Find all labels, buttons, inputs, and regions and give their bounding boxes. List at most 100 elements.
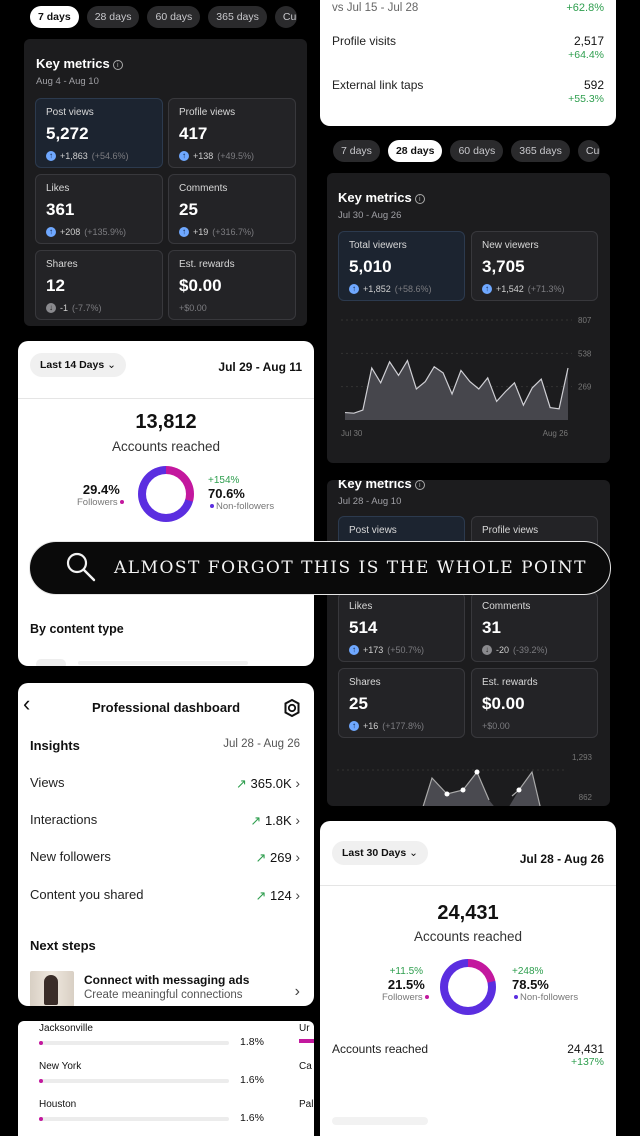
metric-label: Post views: [349, 525, 397, 536]
city-name: Jacksonville: [39, 1023, 93, 1034]
external-link-taps-value[interactable]: 592 +55.3%: [568, 78, 604, 105]
by-content-type-heading: By content type: [30, 622, 124, 636]
partial-chart: [337, 769, 567, 806]
profile-visits-label: Profile visits: [332, 34, 397, 48]
metric-label: Profile views: [179, 107, 236, 118]
search-icon: [66, 552, 96, 582]
viewers-area-chart: 807 538 269 Jul 30 Aug 26: [341, 316, 592, 438]
metric-label: Shares: [349, 677, 381, 688]
metric-delta: ↑ +1,542 (+71.3%): [482, 284, 587, 294]
tab-custom[interactable]: Cu: [274, 6, 297, 28]
info-icon[interactable]: i: [414, 480, 425, 490]
tab-365-days[interactable]: 365 days: [208, 6, 267, 28]
metric-card-shares[interactable]: Shares 25 ↑ +16 (+177.8%): [338, 668, 465, 738]
key-metrics-title: Key metrics: [36, 56, 110, 71]
metric-card-comments[interactable]: Comments 31 ↓ -20 (-39.2%): [471, 592, 598, 662]
key-metrics-title: Key metrics: [338, 190, 412, 205]
metric-label: Likes: [349, 601, 373, 612]
messaging-ads-cta[interactable]: Connect with messaging ads Create meanin…: [84, 973, 250, 1001]
metric-value: 25: [179, 200, 198, 219]
info-icon[interactable]: i: [414, 194, 425, 204]
dashboard-title: Professional dashboard: [91, 700, 241, 715]
metric-delta: ↑ +173 (+50.7%): [349, 645, 454, 655]
range-date: Jul 28 - Aug 26: [519, 852, 604, 866]
info-icon[interactable]: i: [112, 60, 123, 70]
key-metrics-panel-7d: Key metrics i Aug 4 - Aug 10 Post views 5…: [24, 39, 307, 326]
insight-row-interactions[interactable]: Interactions ↗ 1.8K ›: [30, 812, 300, 828]
metric-card-shares[interactable]: Shares 12 ↓ -1 (-7.7%): [35, 250, 163, 320]
metric-delta: ↑ +208 (+135.9%): [46, 227, 152, 237]
y-tick: 538: [578, 349, 592, 358]
compare-delta: +62.8%: [566, 2, 604, 14]
metric-delta: +$0.00: [179, 303, 207, 313]
trend-up-icon: ↗: [255, 888, 267, 903]
chevron-down-icon: ⌄: [107, 359, 116, 371]
gear-icon[interactable]: [282, 698, 302, 718]
metric-card-new-viewers[interactable]: New viewers 3,705 ↑ +1,542 (+71.3%): [471, 231, 598, 301]
up-arrow-icon: ↑: [349, 721, 359, 731]
metric-card-post-views[interactable]: Post views 5,272 ↑ +1,863 (+54.6%): [35, 98, 163, 168]
metric-card-likes[interactable]: Likes 361 ↑ +208 (+135.9%): [35, 174, 163, 244]
tab-365-days[interactable]: 365 days: [511, 140, 570, 162]
chevron-right-icon[interactable]: ›: [294, 983, 300, 1000]
accounts-reached-label: Accounts reached: [111, 439, 221, 454]
metric-value: $0.00: [482, 694, 525, 713]
profile-visits-value[interactable]: 2,517 +64.4%: [568, 34, 604, 61]
metric-label: Post views: [46, 107, 94, 118]
tab-28-days[interactable]: 28 days: [86, 6, 140, 28]
chevron-right-icon: ›: [295, 775, 300, 791]
accounts-reached-count: 24,431: [437, 902, 499, 924]
range-dropdown[interactable]: Last 30 Days ⌄: [332, 841, 428, 865]
trend-up-icon: ↗: [235, 776, 247, 791]
x-tick: Aug 26: [543, 429, 569, 438]
metric-card-likes[interactable]: Likes 514 ↑ +173 (+50.7%): [338, 592, 465, 662]
tab-60-days[interactable]: 60 days: [147, 6, 201, 28]
metric-value: 514: [349, 618, 378, 637]
cta-thumbnail: [30, 971, 74, 1006]
tab-7-days[interactable]: 7 days: [333, 140, 380, 162]
metric-label: Likes: [46, 183, 70, 194]
chevron-right-icon: ›: [295, 887, 300, 903]
metric-label: Profile views: [482, 525, 539, 536]
y-tick: 269: [578, 383, 592, 392]
tab-28-days[interactable]: 28 days: [387, 140, 443, 162]
tab-7-days[interactable]: 7 days: [30, 6, 79, 28]
insights-heading: Insights: [30, 738, 80, 753]
range-dropdown[interactable]: Last 14 Days ⌄: [30, 353, 126, 377]
x-tick: Jul 30: [341, 429, 363, 438]
down-arrow-icon: ↓: [46, 303, 56, 313]
metric-value: 5,272: [46, 124, 89, 143]
tab-60-days[interactable]: 60 days: [450, 140, 504, 162]
followers-stat: 29.4% Followers: [77, 482, 126, 508]
chevron-down-icon: ⌄: [409, 847, 418, 859]
metric-card-profile-views[interactable]: Profile views 417 ↑ +138 (+49.5%): [168, 98, 296, 168]
back-icon[interactable]: ‹: [23, 691, 31, 716]
trend-up-icon: ↗: [255, 850, 267, 865]
metric-card-est-rewards[interactable]: Est. rewards $0.00 +$0.00: [168, 250, 296, 320]
accounts-reached-label: Accounts reached: [413, 929, 523, 944]
city-percent: 1.6%: [240, 1112, 264, 1124]
metric-delta: ↑ +138 (+49.5%): [179, 151, 285, 161]
metric-label: Total viewers: [349, 240, 407, 251]
top-cities-panel: Jacksonville 1.8% New York 1.6% Houston …: [18, 1021, 314, 1136]
period-tabs: 7 days 28 days 60 days 365 days Cu: [30, 6, 297, 28]
down-arrow-icon: ↓: [482, 645, 492, 655]
caption-text: ALMOST FORGOT THIS IS THE WHOLE POINT: [114, 558, 587, 578]
metric-value: 12: [46, 276, 65, 295]
insight-row-new-followers[interactable]: New followers ↗ 269 ›: [30, 849, 300, 865]
accounts-reached-panel-30d: Last 30 Days ⌄ Jul 28 - Aug 26 24,431 Ac…: [320, 821, 616, 1136]
metric-value: 5,010: [349, 257, 392, 276]
accounts-reached-row-value[interactable]: 24,431 +137%: [567, 1042, 604, 1068]
metric-value: 417: [179, 124, 208, 143]
insight-row-views[interactable]: Views ↗ 365.0K ›: [30, 775, 300, 791]
profile-activity-panel: vs Jul 15 - Jul 28 +62.8% Profile visits…: [320, 0, 616, 126]
tab-custom[interactable]: Cu: [577, 140, 600, 162]
metric-card-comments[interactable]: Comments 25 ↑ +19 (+316.7%): [168, 174, 296, 244]
insight-row-content-shared[interactable]: Content you shared ↗ 124 ›: [30, 887, 300, 903]
area-line: [344, 359, 569, 414]
metric-card-total-viewers[interactable]: Total viewers 5,010 ↑ +1,852 (+58.6%): [338, 231, 465, 301]
metric-card-est-rewards[interactable]: Est. rewards $0.00 +$0.00: [471, 668, 598, 738]
up-arrow-icon: ↑: [482, 284, 492, 294]
metric-value: $0.00: [179, 276, 222, 295]
up-arrow-icon: ↑: [46, 151, 56, 161]
